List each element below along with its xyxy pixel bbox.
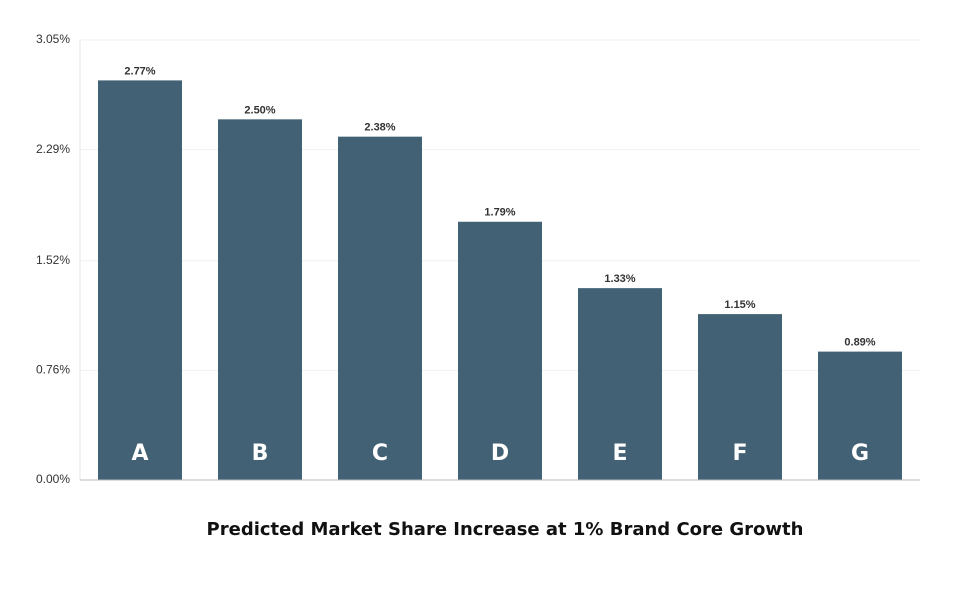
value-label: 1.79% — [484, 207, 515, 219]
y-tick-label: 0.76% — [36, 363, 70, 377]
y-tick-label: 1.52% — [36, 253, 70, 267]
x-tick-label: C — [372, 441, 388, 466]
value-label: 2.38% — [364, 122, 395, 134]
value-label: 2.77% — [124, 65, 155, 77]
bar — [218, 119, 302, 480]
bar — [98, 80, 182, 481]
x-tick-label: F — [732, 441, 747, 466]
x-tick-label: D — [491, 441, 509, 466]
y-tick-label: 3.05% — [36, 32, 70, 46]
bar — [818, 351, 902, 480]
bar — [698, 314, 782, 480]
bar — [578, 288, 662, 480]
bar — [458, 221, 542, 480]
value-label: 1.15% — [724, 299, 755, 311]
x-tick-label: G — [851, 441, 869, 466]
chart-title: Predicted Market Share Increase at 1% Br… — [207, 519, 804, 540]
y-tick-label: 0.00% — [36, 472, 70, 486]
value-label: 1.33% — [604, 273, 635, 285]
value-label: 2.50% — [244, 104, 275, 116]
x-tick-label: B — [252, 441, 269, 466]
y-tick-label: 2.29% — [36, 142, 70, 156]
x-tick-label: E — [612, 441, 627, 466]
value-label: 0.89% — [844, 337, 875, 349]
x-tick-label: A — [131, 441, 148, 466]
bar — [338, 136, 422, 480]
